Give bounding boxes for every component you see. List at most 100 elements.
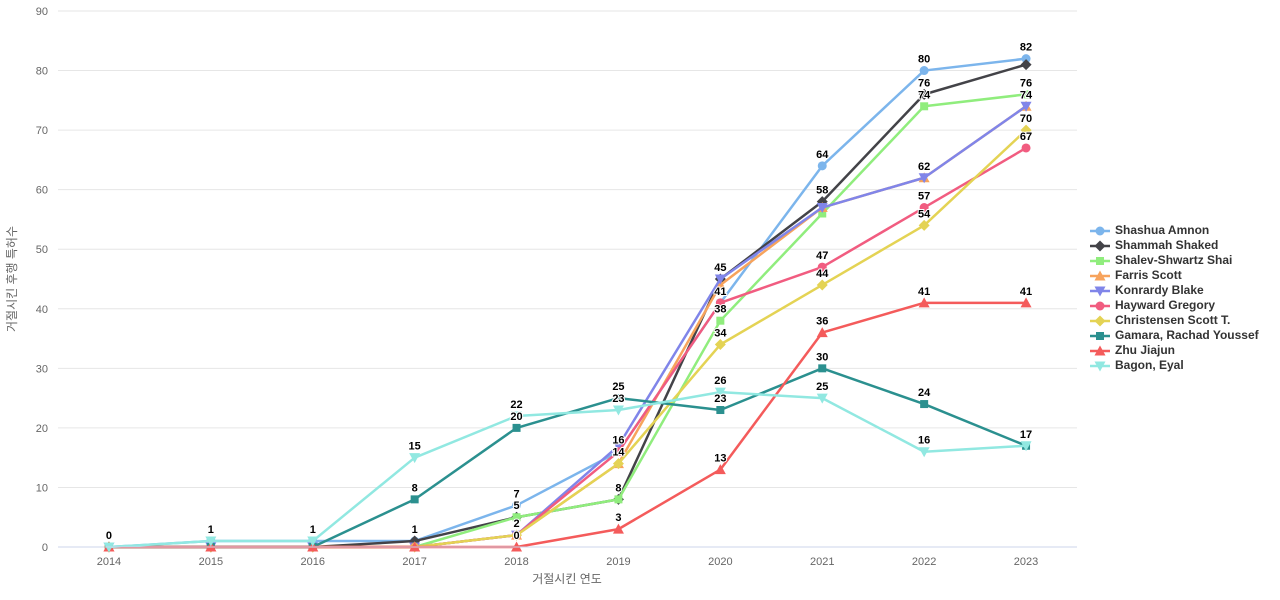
- legend-label: Shashua Amnon: [1115, 223, 1210, 237]
- legend-item-shammah-shaked[interactable]: Shammah Shaked: [1090, 238, 1259, 253]
- triangle-down-marker: [1094, 286, 1106, 296]
- data-label: 80: [918, 54, 930, 66]
- triangle-down-legend-marker-icon: [1090, 361, 1110, 371]
- data-label: 30: [816, 351, 828, 363]
- triangle-marker: [1094, 270, 1106, 280]
- legend-label: Zhu Jiajun: [1115, 343, 1175, 357]
- series-shalev-shwartz-shai[interactable]: [104, 90, 1031, 551]
- data-label: 62: [918, 161, 930, 173]
- series-bagon-eyal[interactable]: [103, 387, 1032, 553]
- data-label: 23: [612, 393, 624, 405]
- data-label: 1: [310, 524, 316, 536]
- x-axis-title: 거절시킨 연도: [532, 572, 602, 586]
- data-label: 45: [714, 262, 726, 274]
- square-marker: [818, 364, 827, 373]
- data-label: 14: [612, 447, 625, 459]
- square-marker: [1022, 90, 1031, 99]
- triangle-marker: [612, 523, 624, 534]
- series-line: [107, 105, 1028, 549]
- diamond-marker: [918, 88, 930, 100]
- triangle-down-marker: [205, 536, 217, 547]
- series-line: [107, 128, 1028, 549]
- data-label: 23: [714, 393, 726, 405]
- triangle-down-marker: [816, 203, 828, 214]
- triangle-down-marker: [1020, 441, 1032, 452]
- series-lines: [103, 54, 1032, 553]
- series-konrardy-blake[interactable]: [103, 101, 1032, 553]
- square-marker: [818, 209, 827, 218]
- diamond-marker: [1094, 240, 1106, 251]
- legend-item-gamara-rachad-youssef[interactable]: Gamara, Rachad Youssef: [1090, 328, 1259, 343]
- triangle-legend-marker-icon: [1090, 270, 1110, 280]
- triangle-down-marker: [918, 173, 930, 184]
- triangle-down-marker: [714, 274, 726, 285]
- triangle-marker: [816, 327, 828, 338]
- legend-item-shalev-shwartz-shai[interactable]: Shalev-Shwartz Shai: [1090, 253, 1259, 268]
- data-label: 76: [918, 77, 930, 89]
- circle-marker: [1095, 226, 1105, 235]
- circle-marker: [715, 298, 725, 308]
- triangle-legend-marker-icon: [1090, 345, 1110, 355]
- series-farris-scott[interactable]: [103, 100, 1032, 552]
- series-christensen-scott-t[interactable]: [103, 124, 1032, 553]
- legend-item-farris-scott[interactable]: Farris Scott: [1090, 268, 1259, 283]
- square-marker: [410, 495, 419, 504]
- square-marker: [512, 423, 521, 432]
- circle-marker: [1095, 301, 1105, 310]
- data-label: 38: [714, 304, 726, 316]
- legend-label: Farris Scott: [1115, 268, 1182, 282]
- data-label: 36: [816, 316, 828, 328]
- x-tick-label: 2020: [708, 556, 732, 568]
- data-label: 17: [1020, 429, 1032, 441]
- circle-marker: [919, 66, 929, 76]
- y-tick-label: 0: [42, 542, 48, 554]
- triangle-marker: [714, 464, 726, 475]
- square-marker: [1096, 256, 1104, 265]
- series-line: [107, 301, 1028, 549]
- data-label: 2: [513, 518, 519, 530]
- data-label: 25: [612, 381, 624, 393]
- series-line: [107, 105, 1028, 549]
- legend-item-christensen-scott-t[interactable]: Christensen Scott T.: [1090, 313, 1259, 328]
- diamond-marker: [1094, 315, 1106, 326]
- circle-marker: [817, 262, 827, 272]
- legend-item-konrardy-blake[interactable]: Konrardy Blake: [1090, 283, 1259, 298]
- series-gamara-rachad-youssef[interactable]: [104, 364, 1031, 551]
- legend-label: Shalev-Shwartz Shai: [1115, 253, 1233, 267]
- x-tick-label: 2019: [606, 556, 630, 568]
- diamond-legend-marker-icon: [1090, 315, 1110, 326]
- data-label: 64: [816, 149, 829, 161]
- data-label: 13: [714, 453, 726, 465]
- legend-item-hayward-gregory[interactable]: Hayward Gregory: [1090, 298, 1259, 313]
- legend-item-zhu-jiajun[interactable]: Zhu Jiajun: [1090, 343, 1259, 358]
- y-tick-label: 50: [36, 244, 48, 256]
- data-label: 3: [615, 512, 621, 524]
- data-label: 8: [412, 482, 418, 494]
- square-marker: [614, 495, 623, 504]
- triangle-marker: [1094, 345, 1106, 355]
- diamond-marker: [918, 219, 930, 231]
- triangle-down-marker: [714, 387, 726, 398]
- square-marker: [920, 102, 929, 111]
- legend-item-shashua-amnon[interactable]: Shashua Amnon: [1090, 223, 1259, 238]
- data-label: 16: [918, 435, 930, 447]
- circle-marker: [1021, 54, 1031, 64]
- triangle-marker: [918, 297, 930, 308]
- data-label: 22: [510, 399, 522, 411]
- legend-item-bagon-eyal[interactable]: Bagon, Eyal: [1090, 358, 1259, 373]
- square-legend-marker-icon: [1090, 331, 1110, 340]
- diamond-marker: [511, 529, 523, 541]
- x-tick-label: 2022: [912, 556, 936, 568]
- data-label: 1: [208, 524, 214, 536]
- y-tick-label: 10: [36, 482, 48, 494]
- square-marker: [1096, 331, 1104, 340]
- gridlines: [58, 10, 1077, 548]
- legend-label: Hayward Gregory: [1115, 298, 1216, 312]
- series-zhu-jiajun[interactable]: [103, 297, 1032, 552]
- triangle-down-marker: [612, 441, 624, 452]
- circle-marker: [817, 161, 827, 171]
- data-label: 74: [918, 89, 931, 101]
- data-label: 41: [918, 286, 930, 298]
